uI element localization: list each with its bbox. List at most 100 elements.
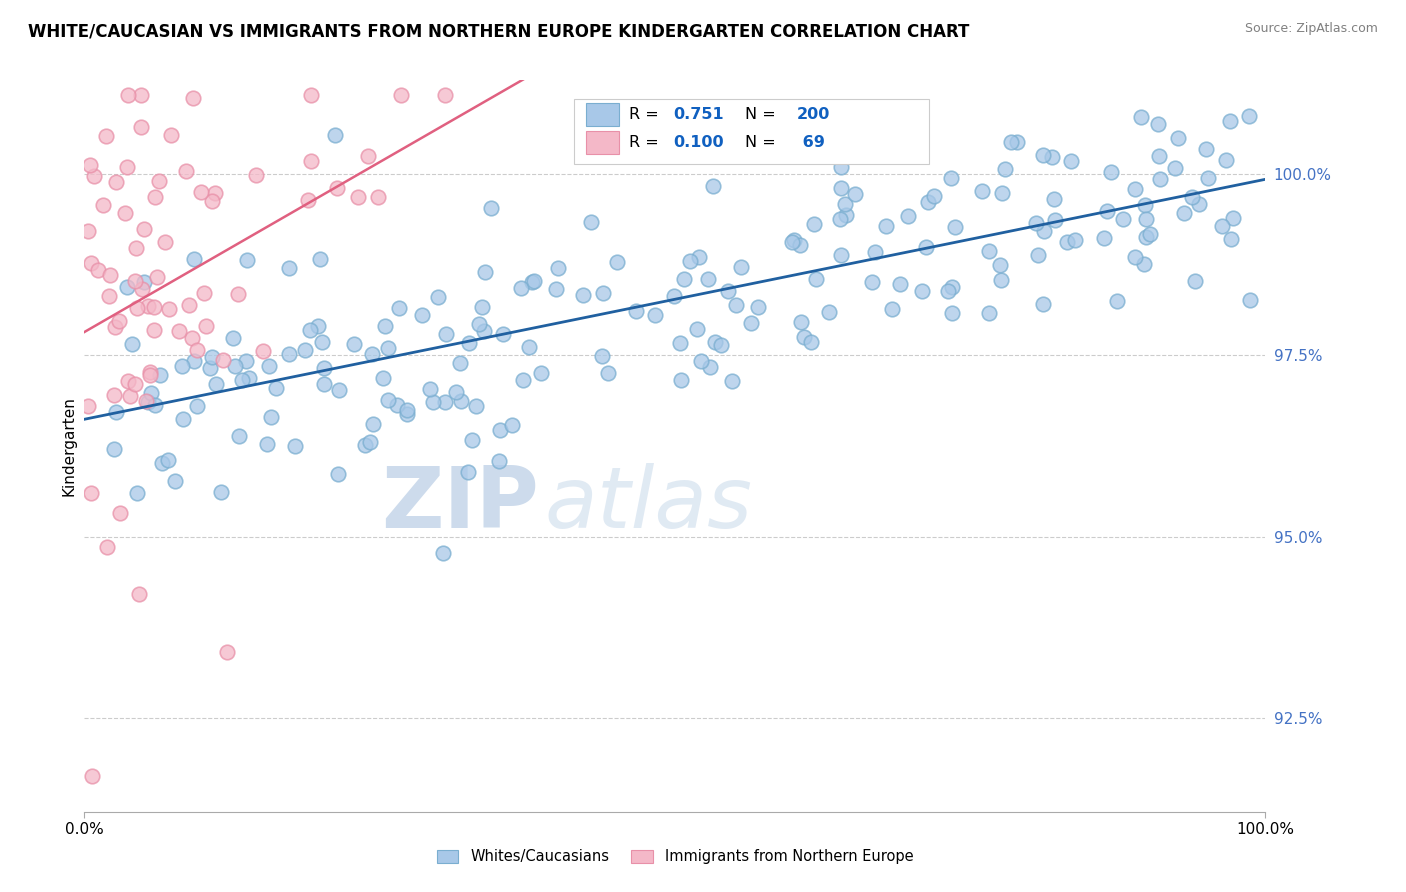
Point	[148, 174, 170, 188]
Point	[1164, 161, 1187, 175]
Point	[444, 384, 467, 399]
Point	[664, 289, 686, 303]
Point	[79, 158, 101, 172]
Text: ZIP: ZIP	[381, 463, 538, 546]
Point	[104, 320, 127, 334]
Point	[501, 417, 523, 432]
Point	[180, 331, 202, 345]
Point	[596, 366, 619, 380]
Point	[730, 260, 752, 275]
Point	[1184, 274, 1206, 288]
Point	[131, 282, 153, 296]
Point	[780, 235, 803, 249]
Text: N =: N =	[745, 107, 775, 122]
Point	[87, 263, 110, 277]
Point	[165, 474, 187, 488]
Point	[1005, 135, 1028, 149]
Point	[226, 287, 249, 301]
Point	[834, 197, 856, 211]
Point	[915, 240, 938, 254]
Point	[264, 381, 287, 395]
Point	[489, 423, 512, 437]
Text: 69: 69	[797, 135, 824, 150]
Point	[830, 180, 852, 194]
Point	[343, 337, 366, 351]
Point	[294, 343, 316, 358]
Point	[449, 356, 471, 370]
Point	[740, 316, 762, 330]
Point	[1181, 190, 1204, 204]
Point	[201, 194, 224, 208]
Point	[1147, 149, 1170, 163]
Point	[125, 241, 148, 255]
FancyBboxPatch shape	[575, 99, 929, 164]
Text: 200: 200	[797, 107, 830, 122]
Point	[80, 256, 103, 270]
Point	[117, 374, 139, 388]
Point	[211, 353, 233, 368]
Point	[1000, 135, 1022, 149]
Point	[936, 285, 959, 299]
Point	[520, 275, 543, 289]
Point	[347, 190, 370, 204]
Point	[238, 371, 260, 385]
Point	[252, 343, 274, 358]
Point	[803, 217, 825, 231]
Point	[360, 347, 382, 361]
Point	[377, 341, 399, 355]
Point	[922, 189, 945, 203]
Point	[1215, 153, 1237, 167]
Point	[136, 299, 159, 313]
Point	[793, 330, 815, 344]
Point	[844, 187, 866, 202]
Point	[312, 377, 335, 392]
Point	[256, 437, 278, 451]
Point	[193, 286, 215, 301]
Point	[183, 354, 205, 368]
Point	[361, 417, 384, 431]
Point	[172, 412, 194, 426]
Point	[591, 349, 613, 363]
Point	[941, 280, 963, 294]
Point	[1056, 235, 1078, 249]
Point	[1043, 213, 1066, 227]
Point	[326, 180, 349, 194]
Point	[1222, 211, 1244, 226]
Point	[359, 435, 381, 450]
Point	[988, 258, 1011, 272]
Point	[77, 224, 100, 238]
Point	[1031, 147, 1053, 161]
Point	[186, 400, 208, 414]
FancyBboxPatch shape	[586, 131, 620, 154]
Point	[94, 128, 117, 143]
Point	[231, 373, 253, 387]
Point	[190, 185, 212, 199]
Point	[592, 286, 614, 301]
Point	[461, 433, 484, 447]
Point	[125, 301, 148, 315]
Point	[224, 359, 246, 373]
Point	[105, 405, 128, 419]
Point	[433, 87, 456, 102]
Point	[422, 394, 444, 409]
Point	[1026, 248, 1049, 262]
Point	[994, 162, 1017, 177]
Point	[201, 350, 224, 364]
Point	[517, 340, 540, 354]
Text: WHITE/CAUCASIAN VS IMMIGRANTS FROM NORTHERN EUROPE KINDERGARTEN CORRELATION CHAR: WHITE/CAUCASIAN VS IMMIGRANTS FROM NORTH…	[28, 22, 970, 40]
Point	[1211, 219, 1233, 234]
Point	[132, 222, 155, 236]
Point	[679, 254, 702, 268]
Point	[804, 272, 827, 286]
Point	[669, 372, 692, 386]
Point	[1139, 227, 1161, 241]
Point	[1133, 198, 1156, 212]
Text: R =: R =	[628, 135, 664, 150]
Point	[432, 546, 454, 560]
Point	[1149, 171, 1171, 186]
Point	[688, 250, 710, 264]
Text: 0.100: 0.100	[673, 135, 724, 150]
Point	[354, 438, 377, 452]
Point	[98, 289, 121, 303]
Point	[301, 154, 323, 169]
